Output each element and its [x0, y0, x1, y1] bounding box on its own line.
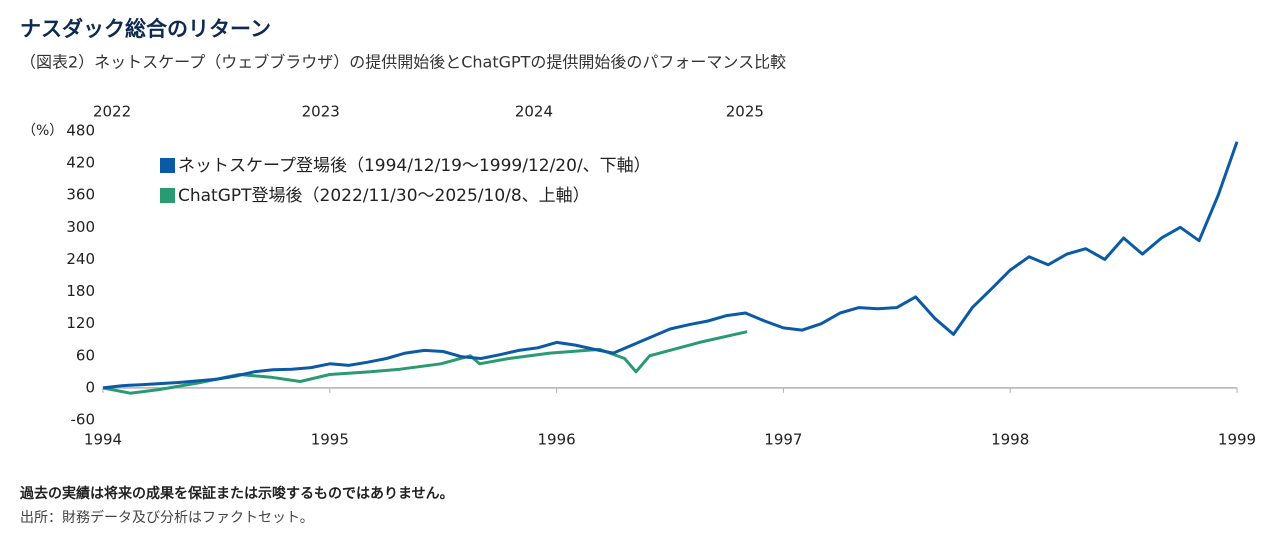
- y-tick-label: 360: [66, 186, 95, 204]
- y-tick-label: -60: [71, 411, 96, 429]
- y-tick-label: 300: [66, 218, 95, 236]
- y-tick-label: 0: [85, 378, 95, 396]
- legend-label: ネットスケープ登場後（1994/12/19〜1999/12/20/、下軸）: [178, 156, 651, 176]
- y-axis-label: （%）: [22, 123, 63, 139]
- x2-tick-label: 2024: [515, 103, 553, 121]
- x-tick-label: 1995: [311, 431, 349, 449]
- x-tick-label: 1999: [1218, 431, 1256, 449]
- y-tick-label: 60: [76, 346, 95, 364]
- legend-swatch: [160, 158, 175, 173]
- legend-swatch: [160, 188, 175, 203]
- chart-subtitle: （図表2）ネットスケープ（ウェブブラウザ）の提供開始後とChatGPTの提供開始…: [20, 53, 786, 72]
- x-tick-label: 1996: [538, 431, 576, 449]
- y-tick-label: 420: [66, 154, 95, 172]
- series-line: [102, 330, 748, 395]
- x-tick-label: 1997: [764, 431, 802, 449]
- x2-tick-label: 2023: [302, 103, 340, 121]
- y-tick-label: 180: [66, 282, 95, 300]
- x-tick-label: 1998: [991, 431, 1029, 449]
- chart-title: ナスダック総合のリターン: [20, 17, 271, 41]
- x-tick-label: 1994: [84, 431, 122, 449]
- series-line: [102, 141, 1239, 390]
- footnote: 過去の実績は将来の成果を保証または示唆するものではありません。: [19, 485, 454, 502]
- source: 出所：財務データ及び分析はファクトセット。: [20, 509, 314, 526]
- x2-tick-label: 2025: [726, 103, 764, 121]
- x2-tick-label: 2022: [93, 103, 131, 121]
- legend-label: ChatGPT登場後（2022/11/30〜2025/10/8、上軸）: [178, 186, 590, 206]
- y-tick-label: 240: [66, 250, 95, 268]
- y-tick-label: 480: [66, 122, 95, 140]
- y-tick-label: 120: [66, 314, 95, 332]
